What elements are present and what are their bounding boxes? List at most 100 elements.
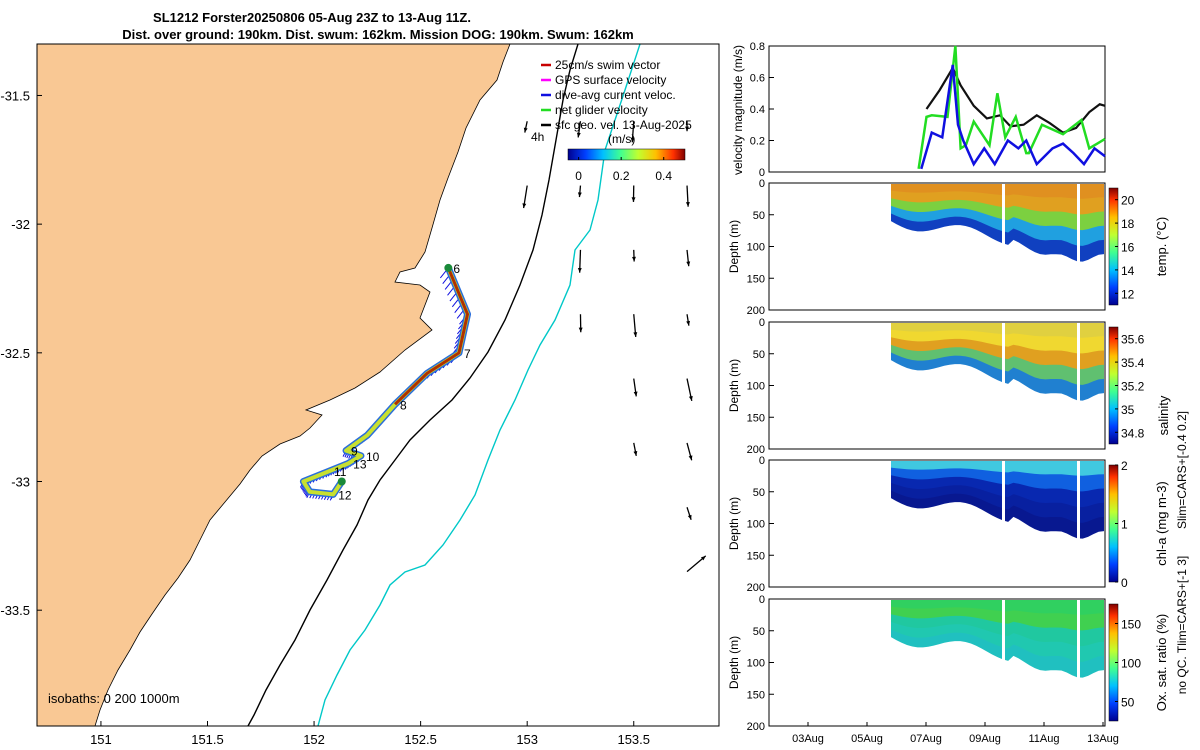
map-ytick-label: -31.5 <box>0 88 30 103</box>
legend-label: GPS surface velocity <box>555 73 666 87</box>
section-colorbar-tick-label: 12 <box>1121 287 1135 301</box>
section-xtick-label: 11Aug <box>1029 733 1060 745</box>
track-day-label: 8 <box>400 398 407 412</box>
geostrophic-vector-head <box>630 137 635 143</box>
isobath-200m <box>247 44 579 726</box>
geostrophic-vector-head <box>688 455 693 461</box>
section-colorbar-label: salinity <box>1156 395 1171 435</box>
section-colorbar-tick-label: 1 <box>1121 518 1128 532</box>
section-xtick-label: 03Aug <box>792 733 824 745</box>
geostrophic-vector-head <box>685 126 689 132</box>
section-colorbar-tick-label: 18 <box>1121 217 1135 231</box>
geostrophic-vector-head <box>700 555 706 561</box>
section-colorbar-tick-label: 35.2 <box>1121 380 1145 394</box>
section-colorbar-label: temp. (°C) <box>1154 217 1169 276</box>
section-colorbar-label: chl-a (mg m-3) <box>1154 481 1169 566</box>
geostrophic-vector-head <box>577 192 582 198</box>
map-xtick-label: 152.5 <box>404 732 437 747</box>
section-ytick-label: 200 <box>747 444 765 456</box>
section-data-layer <box>891 184 1104 199</box>
geostrophic-vector-head <box>578 327 583 333</box>
salinity-limit-note: Slim=CARS+[-0.4 0.2] <box>1175 411 1189 529</box>
geostrophic-vector-head <box>633 450 638 456</box>
section-data-layer <box>891 600 1104 615</box>
section-colorbar-tick-label: 100 <box>1121 657 1141 671</box>
geostrophic-vector-head <box>633 391 638 397</box>
map-ytick-label: -32.5 <box>0 346 30 361</box>
map-xtick-label: 152 <box>303 732 325 747</box>
temp-limit-note: no QC. Tlim=CARS+[-1 3] <box>1175 556 1189 695</box>
velocity-ylabel: velocity magnitude (m/s) <box>731 45 745 175</box>
section-ytick-label: 0 <box>759 178 765 190</box>
geostrophic-vector-head <box>686 320 691 326</box>
track-day-label: 7 <box>464 347 471 361</box>
geostrophic-vector-head <box>686 261 691 267</box>
section-data-layer <box>891 323 1104 338</box>
section-data-gap <box>1077 323 1080 412</box>
section-ytick-label: 50 <box>753 349 765 361</box>
section-colorbar-tick-label: 35.6 <box>1121 333 1145 347</box>
section-ylabel: Depth (m) <box>727 636 741 689</box>
section-colorbar-tick-label: 50 <box>1121 696 1135 710</box>
section-ylabel: Depth (m) <box>727 359 741 412</box>
velocity-series-line <box>920 64 1106 170</box>
section-xtick-label: 09Aug <box>969 733 1001 745</box>
track-day-label: 13 <box>353 457 367 471</box>
colorbar-tick-label: 0 <box>575 169 582 183</box>
section-panel-salinity: 0 50 100 150 200 Depth (m) 34.8 35 35.2 35.4 35.6 s… <box>727 317 1171 456</box>
velocity-ytick-label: 0.8 <box>750 41 765 53</box>
section-colorbar-tick-label: 20 <box>1121 194 1135 208</box>
track-start-marker <box>444 263 453 272</box>
geostrophic-vector-head <box>688 395 693 401</box>
scale-label: 4h <box>531 130 544 144</box>
colorbar-tick-label: 0.2 <box>613 169 630 183</box>
legend-label: net glider velocity <box>555 103 648 117</box>
geostrophic-vector-head <box>523 127 528 133</box>
section-data-gap <box>1077 461 1080 550</box>
velocity-ytick-label: 0.2 <box>750 136 765 148</box>
map-land <box>37 44 511 726</box>
track-day-label: 12 <box>338 488 352 502</box>
geostrophic-vector-head <box>522 203 527 209</box>
velocity-panel: 0 0.2 0.4 0.6 0.8 velocity magnitude (m/s) <box>731 41 1106 179</box>
section-data-gap <box>1077 184 1080 273</box>
geostrophic-vector-head <box>687 514 692 520</box>
colorbar-tick-label: 0.4 <box>655 169 672 183</box>
figure-title-line1: SL1212 Forster20250806 05-Aug 23Z to 13-… <box>153 10 471 25</box>
map-colorbar <box>567 148 686 161</box>
section-colorbar-tick-label: 35.4 <box>1121 356 1145 370</box>
velocity-axes <box>768 45 1106 173</box>
section-ytick-label: 0 <box>759 594 765 606</box>
section-ylabel: Depth (m) <box>727 497 741 550</box>
velocity-series-line <box>917 45 1106 170</box>
section-ytick-label: 50 <box>753 210 765 222</box>
section-xtick-label: 05Aug <box>851 733 883 745</box>
track-day-label: 9 <box>351 445 358 459</box>
section-ytick-label: 200 <box>747 721 765 733</box>
map-xtick-label: 151.5 <box>191 732 224 747</box>
geostrophic-vectors <box>522 121 707 573</box>
legend-label: 25cm/s swim vector <box>555 58 660 72</box>
geostrophic-vector-head <box>631 197 636 202</box>
map-ytick-label: -32 <box>11 217 30 232</box>
section-ytick-label: 50 <box>753 626 765 638</box>
section-ytick-label: 50 <box>753 487 765 499</box>
section-panel-temp: 0 50 100 150 200 Depth (m) 12 14 16 18 20 temp. (°C… <box>727 178 1169 317</box>
map-axis-ticks: 151 151.5 152 152.5 153 153.5 -31.5 -32 -32.5 -33… <box>0 88 650 747</box>
legend-label: sfc geo. vel. 13-Aug-2025 <box>555 118 692 132</box>
section-ytick-label: 150 <box>747 273 765 285</box>
geostrophic-vector-head <box>632 256 636 262</box>
figure-title-line2: Dist. over ground: 190km. Dist. swum: 16… <box>122 27 634 42</box>
section-ytick-label: 100 <box>747 519 765 531</box>
legend-label: dive-avg current veloc. <box>555 88 676 102</box>
colorbar-label: (m/s) <box>608 132 635 146</box>
section-xtick-label: 07Aug <box>910 733 942 745</box>
section-ytick-label: 150 <box>747 412 765 424</box>
section-ytick-label: 0 <box>759 455 765 467</box>
section-panel-chla: 0 50 100 150 200 Depth (m) 0 1 2 chl-a (mg m-3) <box>727 455 1169 594</box>
track-swim-vector <box>394 267 470 406</box>
track-day-label: 6 <box>453 262 460 276</box>
